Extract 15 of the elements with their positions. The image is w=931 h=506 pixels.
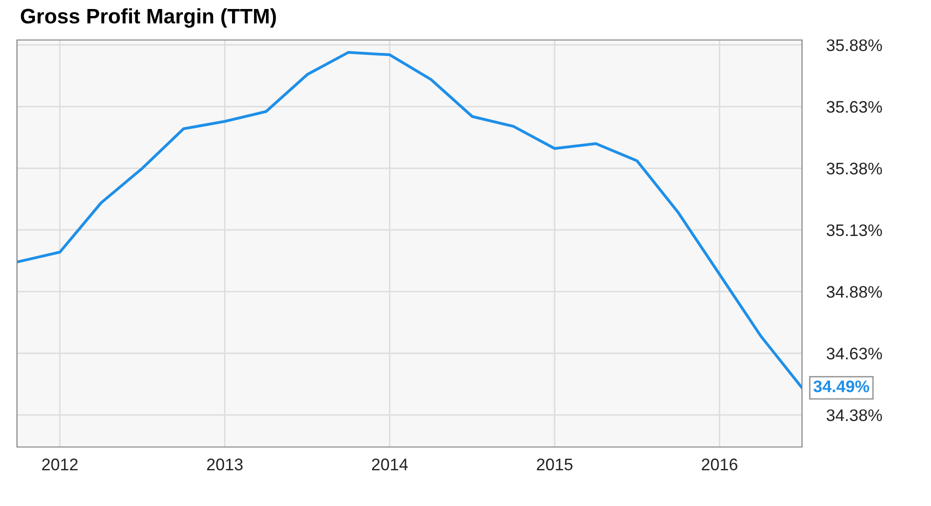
y-tick-label: 34.38% [826,409,882,422]
x-tick-label: 2016 [702,458,738,470]
x-tick-label: 2015 [536,458,572,470]
y-tick-label: 35.38% [826,162,882,174]
x-tick-label: 2014 [372,458,408,470]
data-label: 34.49% [813,380,870,392]
line-series [17,50,802,390]
y-tick-label: 35.88% [826,39,882,52]
y-tick-label: 35.13% [826,224,882,236]
y-tick-label: 35.63% [826,101,882,113]
y-tick-label: 34.63% [826,348,882,360]
chart-title: Gross Profit Margin (TTM) [20,8,276,28]
x-tick-label: 2012 [42,458,78,470]
y-tick-label: 34.88% [826,286,882,298]
x-tick-label: 2013 [207,458,243,470]
